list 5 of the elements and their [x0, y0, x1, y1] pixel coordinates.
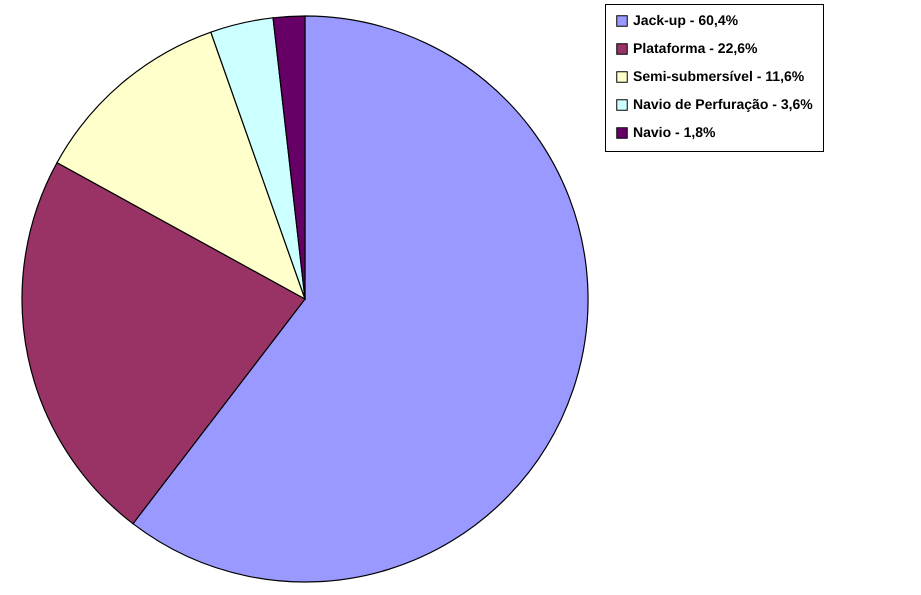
legend-label: Plataforma - 22,6%: [633, 40, 758, 56]
legend-label: Navio - 1,8%: [633, 124, 716, 140]
legend-label: Navio de Perfuração - 3,6%: [633, 96, 814, 112]
legend-label: Semi-submersível - 11,6%: [633, 68, 805, 84]
legend-label: Jack-up - 60,4%: [633, 12, 739, 28]
